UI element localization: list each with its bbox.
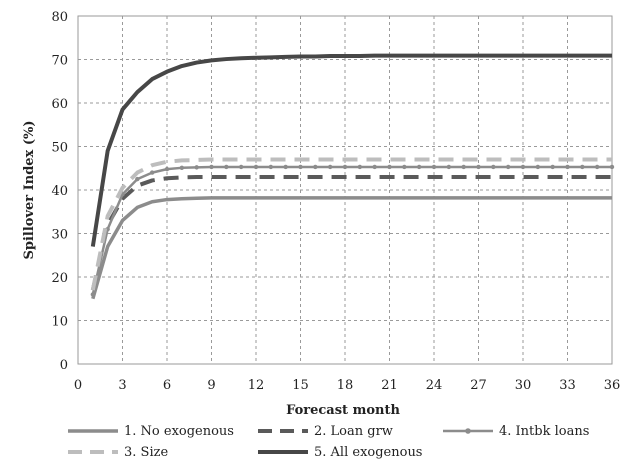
y-tick-label: 60	[51, 97, 68, 112]
series-line-2	[90, 174, 612, 291]
series-point	[461, 164, 466, 170]
y-tick-label: 20	[51, 271, 68, 286]
series-point	[580, 164, 585, 170]
series-point	[505, 164, 511, 170]
y-tick-labels: 0 10 20 30 40 50 60 70 80	[51, 10, 68, 373]
series-line-4	[90, 157, 612, 291]
legend-label: 4. Intbk loans	[499, 424, 589, 439]
series-point	[149, 170, 155, 175]
y-tick-label: 80	[51, 10, 68, 25]
legend-label: 3. Size	[124, 445, 168, 460]
series-point	[164, 166, 170, 172]
y-tick-label: 40	[51, 184, 68, 199]
series-point	[609, 164, 615, 170]
series-point	[446, 164, 452, 170]
series-point	[520, 164, 526, 170]
legend-label: 5. All exogenous	[314, 445, 422, 460]
series-line-1	[91, 196, 612, 300]
series-point	[238, 164, 244, 170]
series-point	[550, 164, 555, 170]
series-point	[327, 164, 333, 170]
series-point	[194, 165, 199, 170]
x-tick-label: 18	[337, 378, 354, 393]
x-tick-label: 6	[163, 378, 171, 393]
series-point	[535, 164, 541, 170]
series-point	[491, 164, 496, 170]
x-tick-label: 27	[470, 378, 487, 393]
series-point	[387, 164, 392, 170]
series-point	[357, 164, 363, 170]
y-tick-label: 10	[51, 315, 68, 330]
x-tick-label: 33	[559, 378, 576, 393]
legend-marker	[465, 428, 471, 434]
x-tick-label: 0	[74, 378, 82, 393]
series-point	[476, 164, 481, 170]
series-point	[298, 164, 303, 170]
x-tick-label: 12	[248, 378, 265, 393]
series-point	[431, 164, 437, 170]
series-point	[402, 164, 407, 170]
series-layer	[90, 53, 615, 300]
x-tick-label: 30	[515, 378, 532, 393]
series-line-3	[91, 165, 612, 295]
series-point	[565, 164, 570, 170]
series-point	[90, 292, 96, 297]
x-tick-label: 15	[292, 378, 309, 393]
series-point	[179, 165, 185, 171]
x-tick-label: 21	[381, 378, 398, 393]
legend-label: 2. Loan grw	[314, 424, 393, 439]
series-point	[253, 164, 259, 170]
series-point	[268, 164, 274, 170]
x-tick-labels: 0 3 6 9 12 15 18 21 24 27 30 33 36	[74, 378, 620, 393]
x-tick-label: 9	[207, 378, 215, 393]
x-tick-label: 36	[604, 378, 621, 393]
series-point	[135, 176, 140, 182]
x-tick-label: 24	[426, 378, 443, 393]
series-point	[372, 164, 377, 170]
series-line-5	[90, 53, 612, 247]
series-point	[342, 164, 348, 170]
series-point	[209, 164, 214, 170]
series-point	[416, 164, 422, 170]
y-tick-label: 50	[51, 141, 68, 156]
series-point	[594, 164, 600, 170]
x-tick-label: 3	[118, 378, 126, 393]
y-tick-label: 70	[51, 54, 68, 69]
legend-label: 1. No exogenous	[124, 424, 234, 439]
y-axis-title: Spillover Index (%)	[22, 121, 37, 260]
series-point	[224, 164, 229, 170]
x-axis-title: Forecast month	[286, 403, 400, 418]
series-point	[313, 164, 318, 170]
y-tick-label: 0	[60, 358, 68, 373]
legend: 1. No exogenous 2. Loan grw 4. Intbk loans…	[68, 424, 589, 460]
series-point	[283, 164, 288, 170]
y-tick-label: 30	[51, 228, 68, 243]
